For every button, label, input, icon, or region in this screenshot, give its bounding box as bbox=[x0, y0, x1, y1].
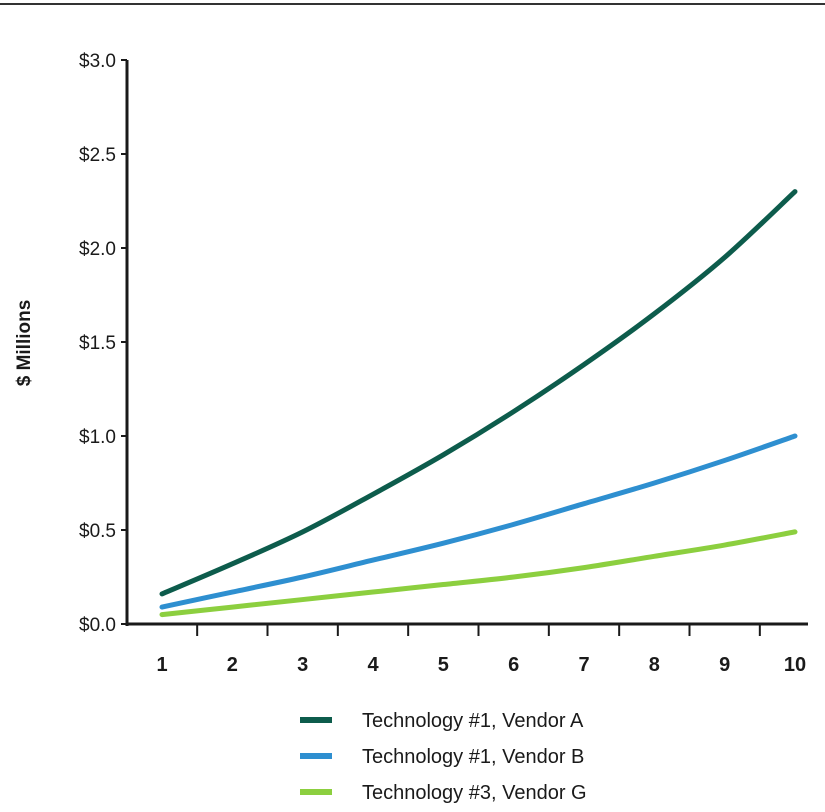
y-tick-label: $1.5 bbox=[79, 333, 116, 354]
y-tick-label: $0.5 bbox=[79, 521, 116, 542]
x-tick-label: 8 bbox=[649, 654, 660, 676]
x-tick-label: 9 bbox=[719, 654, 730, 676]
legend-item: Technology #3, Vendor G bbox=[300, 782, 587, 804]
x-tick-label: 7 bbox=[578, 654, 589, 676]
y-tick-label: $0.0 bbox=[79, 615, 116, 636]
y-tick-label: $3.0 bbox=[79, 51, 116, 72]
legend-item: Technology #1, Vendor A bbox=[300, 710, 584, 732]
legend: Technology #1, Vendor A Technology #1, Ve… bbox=[300, 710, 587, 804]
legend-label: Technology #1, Vendor A bbox=[362, 710, 584, 732]
x-tick-label: 6 bbox=[508, 654, 519, 676]
legend-item: Technology #1, Vendor B bbox=[300, 746, 584, 768]
legend-label: Technology #3, Vendor G bbox=[362, 782, 587, 804]
y-tick-label: $2.0 bbox=[79, 239, 116, 260]
x-tick-label: 1 bbox=[156, 654, 167, 676]
x-axis: 1 2 3 4 5 6 7 8 9 10 bbox=[127, 622, 808, 676]
y-tick-label: $1.0 bbox=[79, 427, 116, 448]
x-tick-label: 2 bbox=[227, 654, 238, 676]
y-tick-label: $2.5 bbox=[79, 145, 116, 166]
x-tick-label: 3 bbox=[297, 654, 308, 676]
series-line bbox=[159, 529, 798, 618]
x-tick-label: 5 bbox=[438, 654, 449, 676]
y-axis-title: $ Millions bbox=[14, 300, 35, 387]
series-line bbox=[159, 189, 798, 597]
x-tick-label: 10 bbox=[784, 654, 806, 676]
x-tick-label: 4 bbox=[367, 654, 379, 676]
series-line bbox=[159, 433, 798, 610]
series-lines bbox=[159, 189, 798, 618]
legend-label: Technology #1, Vendor B bbox=[362, 746, 584, 768]
y-axis: $0.0 $0.5 $1.0 $1.5 $2.0 $2.5 $3.0 bbox=[79, 51, 129, 636]
